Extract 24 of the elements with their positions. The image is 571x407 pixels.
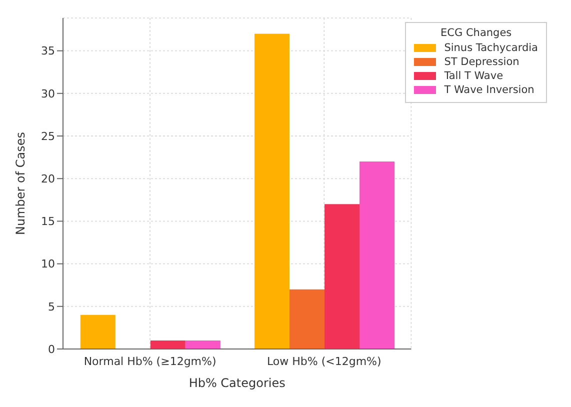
y-tick-label: 35 xyxy=(41,44,55,58)
bar xyxy=(290,289,325,349)
legend-label: Sinus Tachycardia xyxy=(444,42,538,54)
bar xyxy=(80,314,116,349)
x-tick-label: Normal Hb% (≥12gm%) xyxy=(84,354,216,368)
legend-label: T Wave Inversion xyxy=(444,84,534,96)
legend-label: ST Depression xyxy=(444,56,520,68)
bar xyxy=(324,204,360,349)
y-tick-label: 15 xyxy=(41,215,55,228)
y-tick-label: 30 xyxy=(41,87,55,100)
bar xyxy=(150,340,186,349)
y-tick-label: 0 xyxy=(48,342,55,356)
x-tick-label: Low Hb% (<12gm%) xyxy=(266,354,382,368)
bar xyxy=(185,340,220,349)
legend-label: Tall T Wave xyxy=(444,70,504,82)
bar xyxy=(254,34,290,349)
bar xyxy=(360,162,395,349)
y-tick-label: 20 xyxy=(41,172,55,186)
x-axis-title: Hb% Categories xyxy=(188,376,286,390)
y-tick-label: 10 xyxy=(41,258,55,271)
y-tick-label: 25 xyxy=(41,130,55,143)
legend-title: ECG Changes xyxy=(440,27,513,39)
y-tick-label: 5 xyxy=(48,300,55,314)
y-axis-title: Number of Cases xyxy=(13,132,28,236)
